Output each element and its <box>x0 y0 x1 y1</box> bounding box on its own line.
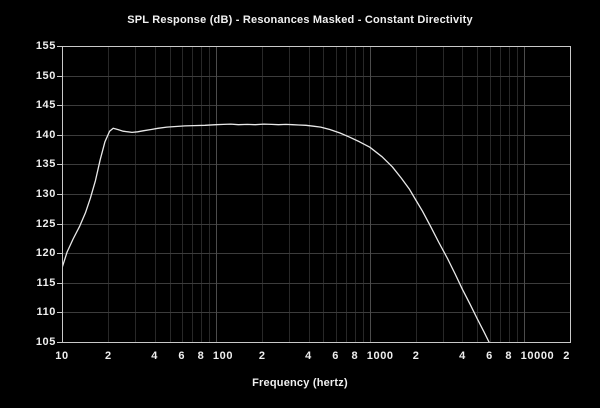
y-tick-label: 140 <box>35 129 56 141</box>
x-tick-label: 10000 <box>520 350 555 362</box>
y-axis-tick-marks <box>57 46 62 343</box>
x-tick-label: 4 <box>459 350 466 362</box>
x-tick-label: 2 <box>258 350 266 362</box>
y-tick-label: 115 <box>36 277 56 289</box>
y-tick-label: 120 <box>35 247 56 259</box>
y-tick-label: 155 <box>35 40 56 52</box>
x-tick-label: 6 <box>178 350 186 362</box>
y-tick-label: 130 <box>35 188 56 200</box>
y-tick-label: 105 <box>35 336 56 348</box>
plot-border <box>62 46 571 343</box>
grid-horizontal-lines <box>63 76 570 313</box>
x-tick-label: 6 <box>486 350 493 362</box>
x-tick-label: 10 <box>55 350 69 362</box>
x-tick-label: 4 <box>151 350 158 362</box>
x-tick-label: 6 <box>332 350 339 362</box>
x-tick-label: 100 <box>212 350 234 362</box>
grid-major-vertical-lines <box>216 47 525 342</box>
chart-title: SPL Response (dB) - Resonances Masked - … <box>127 14 473 26</box>
y-tick-label: 145 <box>35 99 56 111</box>
y-tick-label: 110 <box>36 306 56 318</box>
x-tick-label: 1000 <box>366 350 394 362</box>
x-axis-title: Frequency (hertz) <box>252 377 348 389</box>
y-tick-label: 135 <box>35 158 56 170</box>
x-tick-label: 8 <box>351 350 359 362</box>
x-tick-label: 2 <box>412 350 420 362</box>
y-tick-label: 150 <box>35 70 56 82</box>
x-tick-label: 8 <box>197 350 205 362</box>
x-tick-label: 2 <box>104 350 112 362</box>
spl-response-curve <box>62 123 490 343</box>
x-tick-label: 2 <box>563 350 570 362</box>
x-tick-label: 8 <box>505 350 513 362</box>
y-tick-label: 125 <box>35 218 56 230</box>
x-tick-label: 4 <box>305 350 312 362</box>
